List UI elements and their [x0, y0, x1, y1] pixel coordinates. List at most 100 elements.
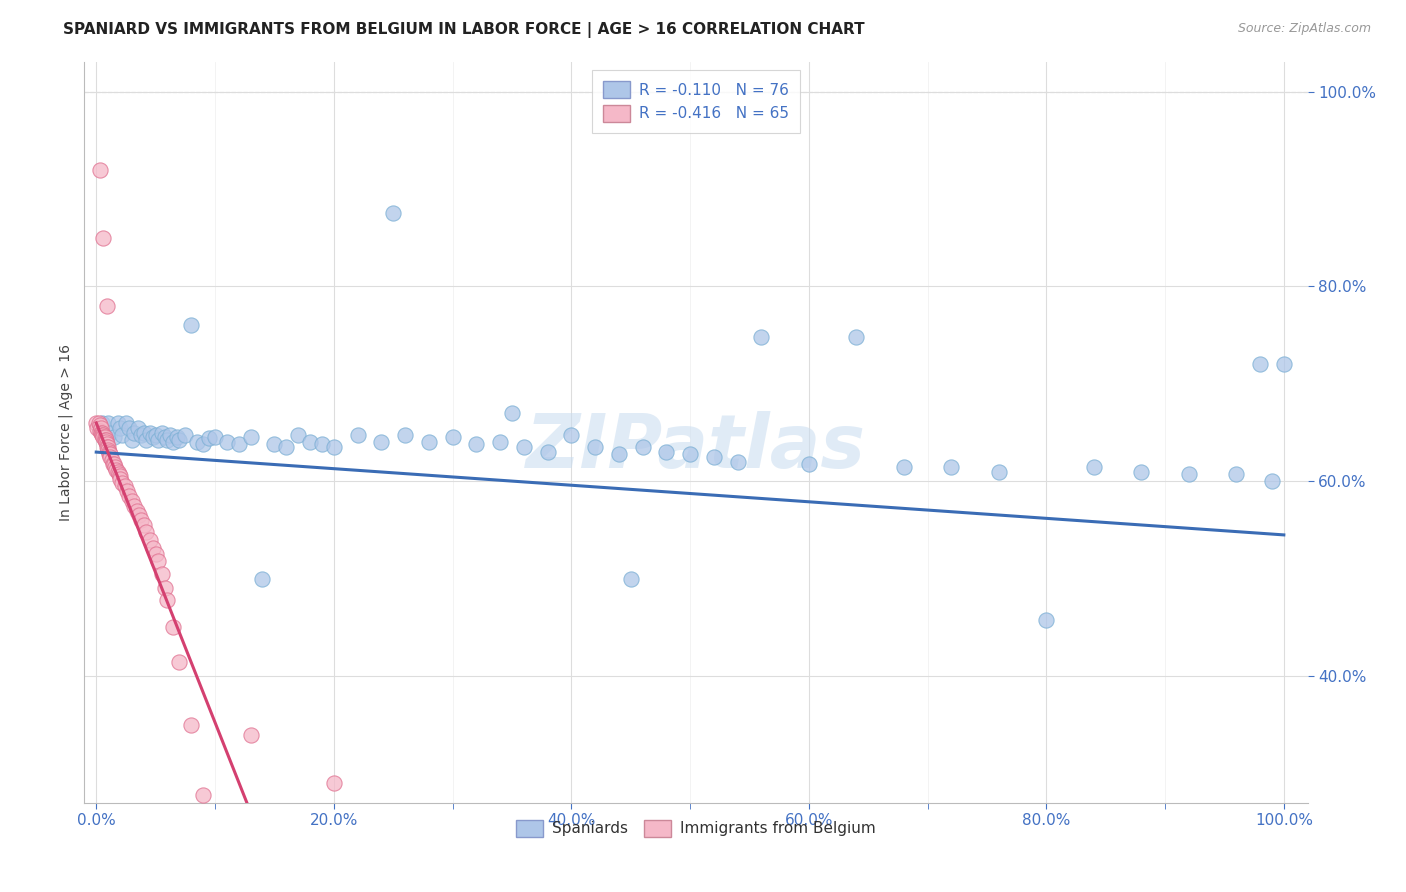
Point: [198, 432, 221, 446]
Point: [111, 476, 134, 491]
Point: [127, 421, 149, 435]
Point: [150, 566, 173, 581]
Point: [1272, 358, 1295, 372]
Point: [93, 427, 115, 442]
Point: [114, 479, 136, 493]
Point: [749, 330, 772, 344]
Point: [263, 437, 285, 451]
Point: [1178, 467, 1201, 481]
Point: [91, 425, 114, 440]
Point: [276, 440, 298, 454]
Point: [94, 434, 117, 448]
Point: [105, 462, 128, 476]
Point: [1130, 465, 1153, 479]
Point: [159, 427, 181, 442]
Point: [153, 430, 176, 444]
Point: [162, 435, 184, 450]
Point: [169, 434, 191, 448]
Point: [146, 434, 169, 448]
Point: [465, 437, 488, 451]
Point: [797, 457, 820, 471]
Point: [169, 655, 191, 669]
Point: [97, 416, 120, 430]
Point: [135, 524, 157, 539]
Point: [845, 330, 868, 344]
Legend: Spaniards, Immigrants from Belgium: Spaniards, Immigrants from Belgium: [510, 814, 882, 843]
Point: [142, 541, 165, 555]
Point: [1261, 475, 1284, 489]
Point: [394, 427, 416, 442]
Point: [135, 434, 157, 448]
Point: [239, 728, 262, 742]
Point: [132, 518, 155, 533]
Point: [252, 572, 274, 586]
Point: [1225, 467, 1247, 481]
Point: [97, 440, 120, 454]
Point: [115, 484, 138, 499]
Point: [370, 435, 392, 450]
Point: [103, 457, 125, 471]
Point: [180, 718, 202, 732]
Point: [122, 425, 145, 440]
Point: [228, 437, 250, 451]
Point: [142, 430, 165, 444]
Point: [607, 447, 630, 461]
Point: [346, 427, 368, 442]
Point: [84, 416, 107, 430]
Point: [215, 435, 238, 450]
Text: Source: ZipAtlas.com: Source: ZipAtlas.com: [1237, 22, 1371, 36]
Point: [1035, 613, 1057, 627]
Point: [96, 440, 118, 454]
Point: [96, 437, 118, 451]
Point: [501, 406, 523, 420]
Point: [101, 457, 124, 471]
Point: [162, 620, 184, 634]
Text: SPANIARD VS IMMIGRANTS FROM BELGIUM IN LABOR FORCE | AGE > 16 CORRELATION CHART: SPANIARD VS IMMIGRANTS FROM BELGIUM IN L…: [63, 22, 865, 38]
Point: [655, 445, 678, 459]
Point: [93, 430, 115, 444]
Point: [103, 430, 125, 444]
Point: [893, 459, 915, 474]
Point: [98, 445, 121, 459]
Point: [93, 434, 115, 448]
Point: [121, 434, 143, 448]
Point: [94, 430, 117, 444]
Point: [131, 427, 153, 442]
Point: [121, 493, 143, 508]
Point: [156, 593, 179, 607]
Point: [91, 416, 114, 430]
Point: [122, 499, 145, 513]
Point: [536, 445, 558, 459]
Point: [128, 508, 150, 523]
Point: [191, 788, 214, 802]
Point: [287, 427, 309, 442]
Point: [298, 435, 321, 450]
Point: [90, 421, 112, 435]
Point: [146, 554, 169, 568]
Point: [513, 440, 536, 454]
Point: [145, 427, 167, 442]
Point: [96, 299, 118, 313]
Point: [108, 469, 131, 483]
Point: [93, 430, 115, 444]
Point: [108, 421, 131, 435]
Point: [180, 318, 202, 333]
Point: [322, 440, 344, 454]
Point: [150, 425, 173, 440]
Point: [108, 472, 131, 486]
Point: [145, 548, 167, 562]
Point: [107, 465, 129, 479]
Point: [89, 424, 111, 438]
Point: [91, 427, 114, 442]
Point: [941, 459, 963, 474]
Point: [118, 421, 141, 435]
Point: [118, 489, 141, 503]
Point: [100, 447, 122, 461]
Point: [107, 416, 129, 430]
Point: [89, 162, 111, 177]
Point: [107, 467, 129, 481]
Point: [322, 776, 344, 790]
Point: [153, 582, 176, 596]
Point: [1249, 358, 1271, 372]
Point: [156, 434, 179, 448]
